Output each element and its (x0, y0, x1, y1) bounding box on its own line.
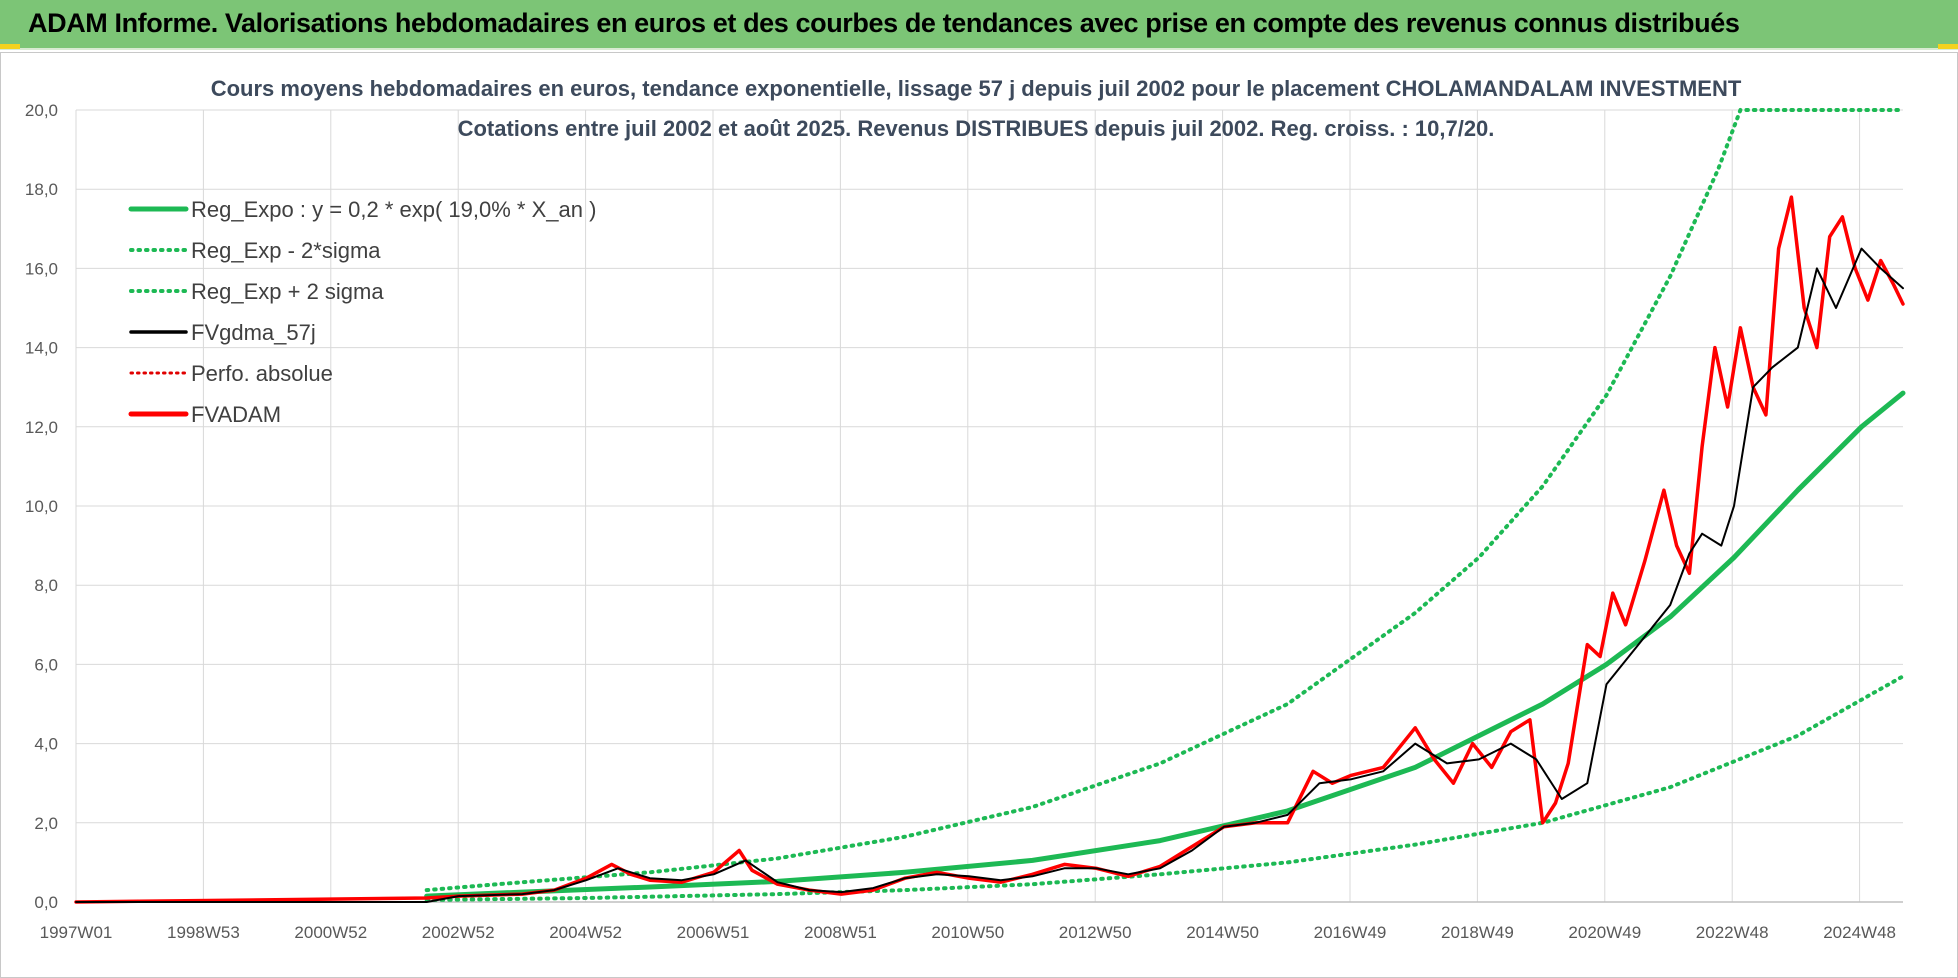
series-line-reg_expo (424, 390, 1906, 899)
y-tick-label: 0,0 (34, 893, 58, 912)
x-tick-label: 1998W53 (167, 923, 240, 942)
y-tick-label: 2,0 (34, 814, 58, 833)
chart-frame: 0,0 2,0 4,0 6,0 8,0 10,0 12,0 14,0 16,0 18,0 20,0 1… (0, 52, 1958, 978)
y-tick-label: 4,0 (34, 735, 58, 754)
x-tick-label: 2010W50 (931, 923, 1004, 942)
x-tick-label: 2014W50 (1186, 923, 1259, 942)
axes: 0,0 2,0 4,0 6,0 8,0 10,0 12,0 14,0 16,0 18,0 20,0 1… (25, 101, 1903, 942)
x-tick-label: 2018W49 (1441, 923, 1514, 942)
x-tick-label: 2024W48 (1823, 923, 1896, 942)
y-tick-label: 14,0 (25, 339, 58, 358)
y-tick-label: 16,0 (25, 259, 58, 278)
corner-mark-right (1938, 44, 1958, 49)
y-tick-label: 18,0 (25, 180, 58, 199)
legend-label-minus2: Reg_Exp - 2*sigma (191, 238, 381, 263)
legend-label-plus2: Reg_Exp + 2 sigma (191, 279, 384, 304)
x-tick-label: 2006W51 (677, 923, 750, 942)
chart-title-line-1: Cours moyens hebdomadaires en euros, ten… (211, 76, 1742, 101)
y-tick-label: 10,0 (25, 497, 58, 516)
legend-label-reg_expo: Reg_Expo : y = 0,2 * exp( 19,0% * X_an ) (191, 197, 596, 222)
x-tick-label: 2022W48 (1696, 923, 1769, 942)
legend-label-perfo: Perfo. absolue (191, 361, 333, 386)
series-line-fvgdma (75, 247, 1904, 903)
header-bar: ADAM Informe. Valorisations hebdomadaire… (0, 0, 1958, 50)
y-tick-label: 20,0 (25, 101, 58, 120)
x-tick-label: 2020W49 (1568, 923, 1641, 942)
legend-label-fvadam: FVADAM (191, 402, 281, 427)
page-title: ADAM Informe. Valorisations hebdomadaire… (28, 8, 1740, 38)
x-tick-label: 1997W01 (40, 923, 113, 942)
series-line-plus2 (424, 108, 1905, 893)
x-tick-label: 2002W52 (422, 923, 495, 942)
y-tick-label: 12,0 (25, 418, 58, 437)
grid-lines (75, 109, 1903, 903)
series-line-minus2 (424, 674, 1905, 902)
chart: 0,0 2,0 4,0 6,0 8,0 10,0 12,0 14,0 16,0 18,0 20,0 1… (25, 76, 1906, 942)
series-line-fvadam (74, 195, 1905, 904)
x-tick-label: 2008W51 (804, 923, 877, 942)
x-tick-label: 2004W52 (549, 923, 622, 942)
series-lines (74, 108, 1906, 904)
legend-label-fvgdma: FVgdma_57j (191, 320, 316, 345)
legend: Reg_Expo : y = 0,2 * exp( 19,0% * X_an )… (128, 197, 596, 427)
y-tick-label: 8,0 (34, 576, 58, 595)
x-tick-label: 2000W52 (294, 923, 367, 942)
x-tick-label: 2012W50 (1059, 923, 1132, 942)
corner-mark-left (0, 44, 20, 49)
chart-title-line-2: Cotations entre juil 2002 et août 2025. … (458, 116, 1495, 141)
y-tick-label: 6,0 (34, 655, 58, 674)
x-tick-label: 2016W49 (1314, 923, 1387, 942)
